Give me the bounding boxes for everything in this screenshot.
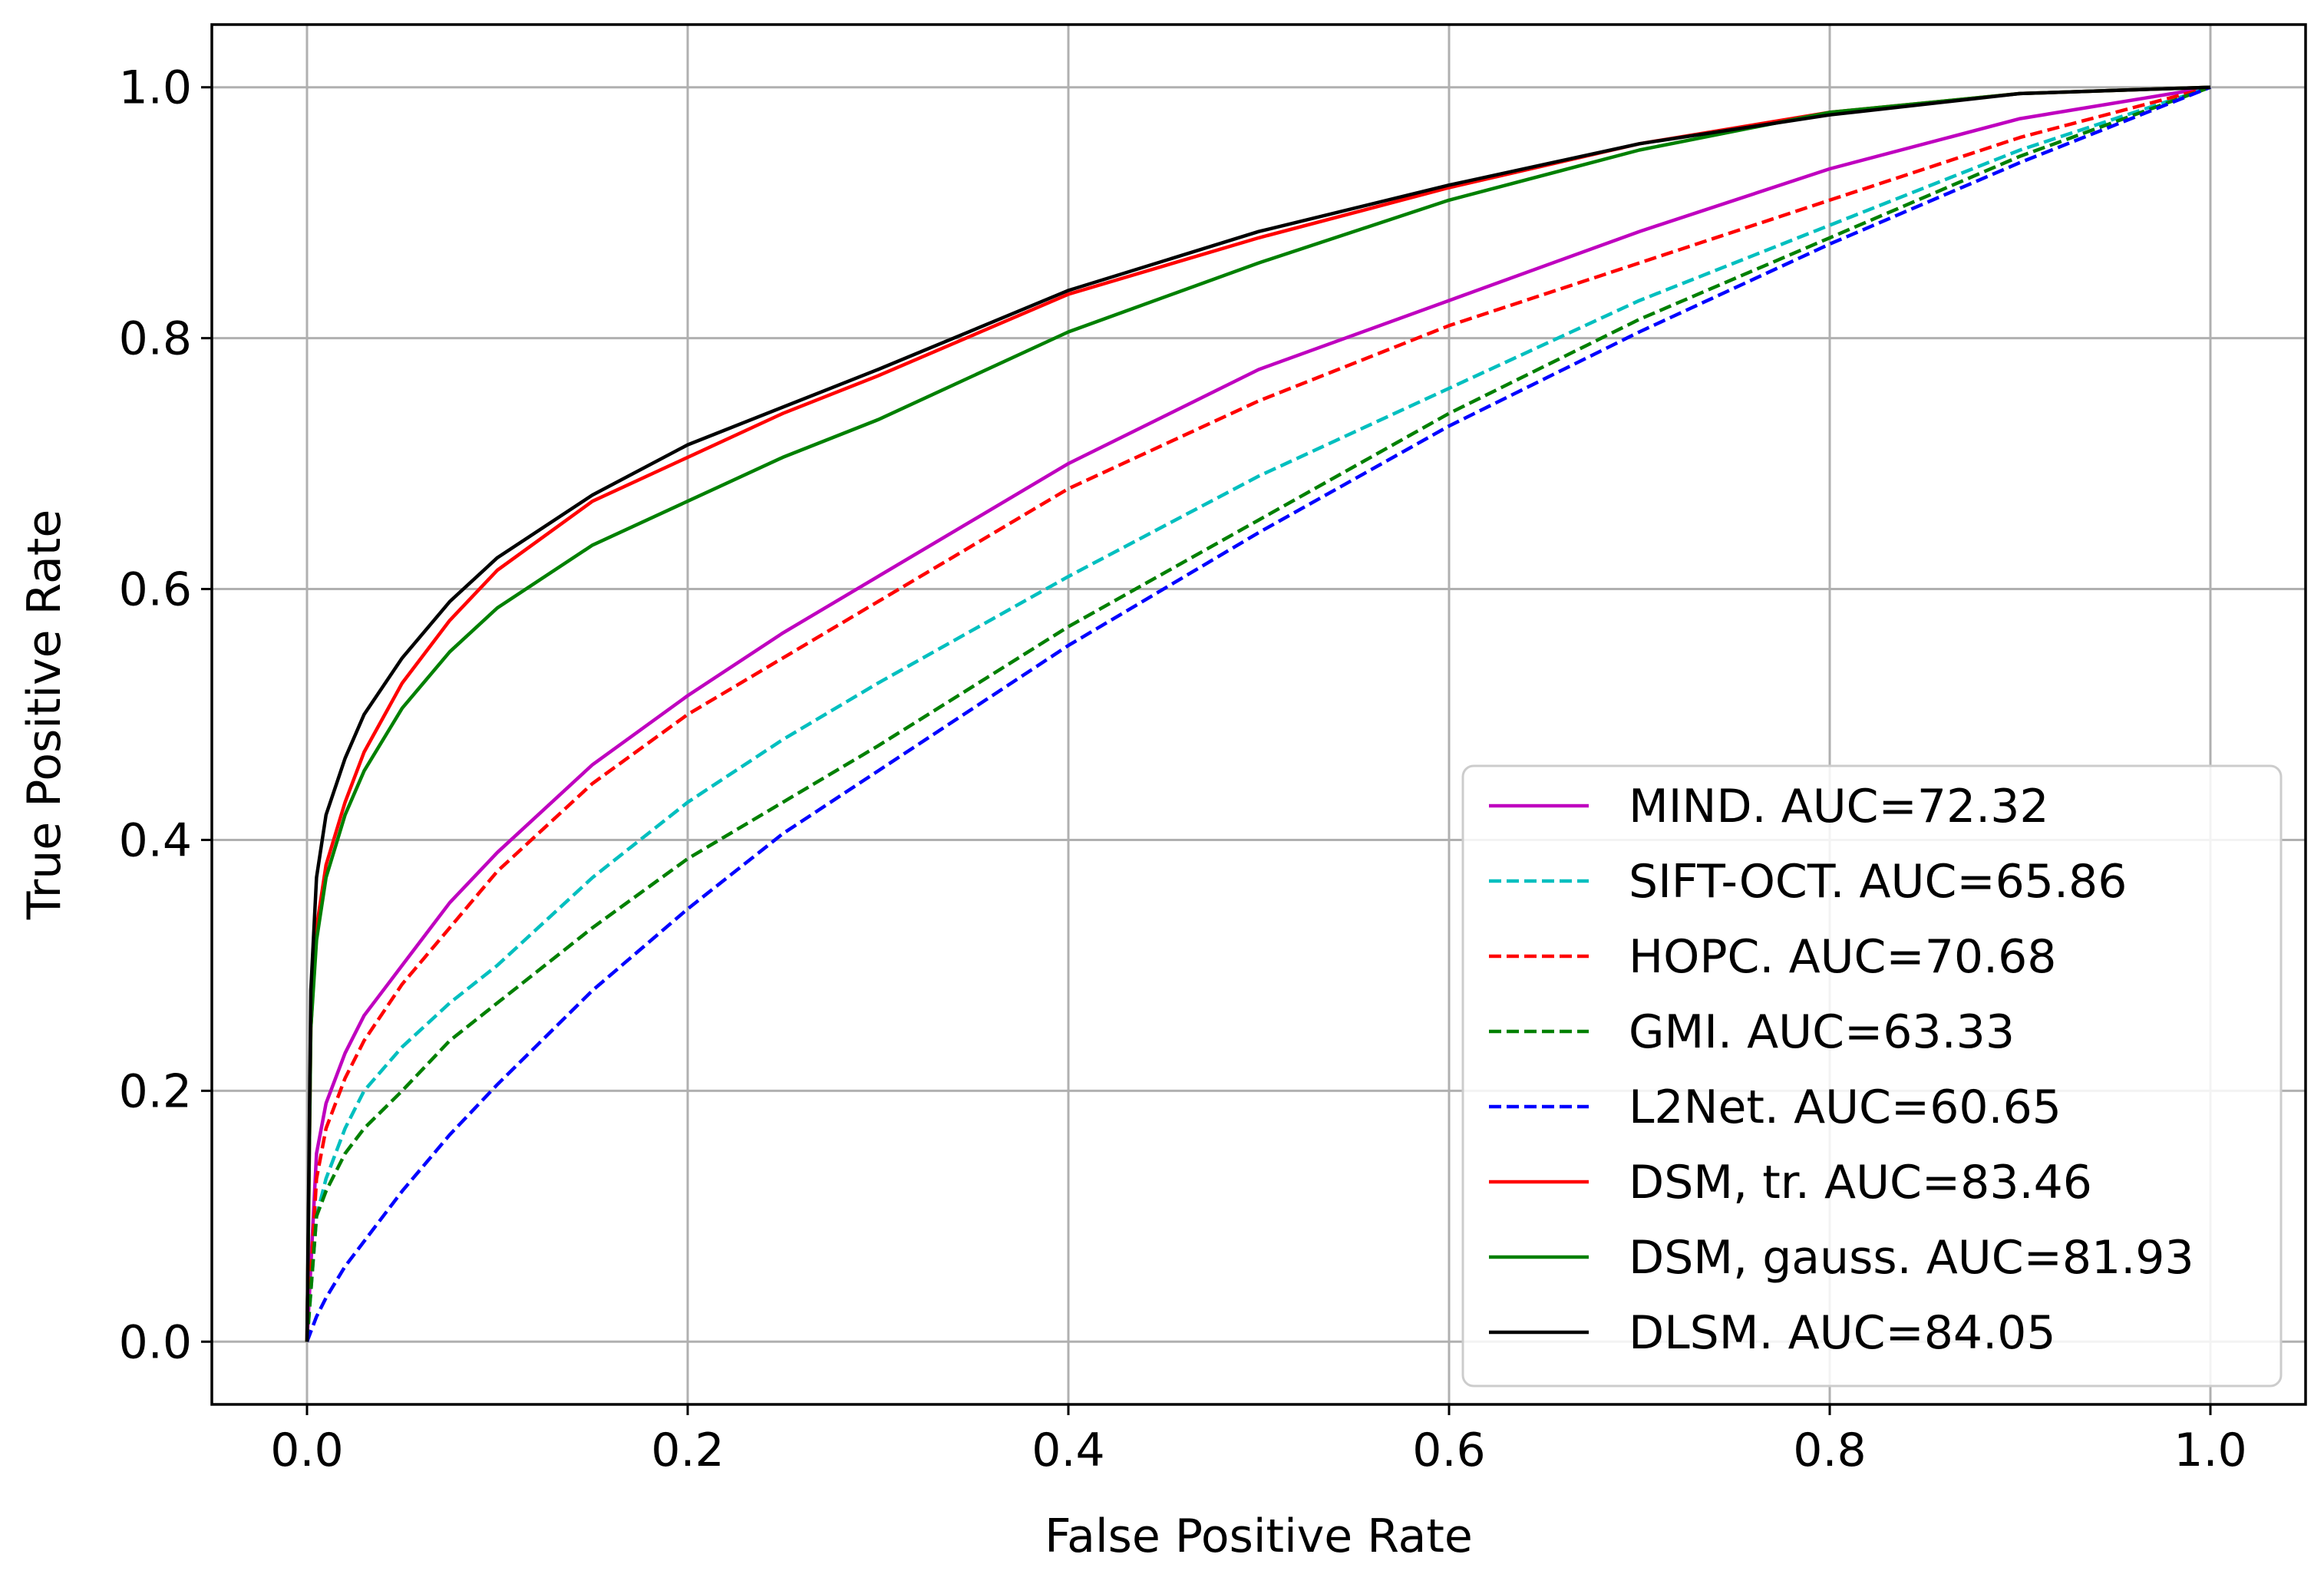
y-tick-label: 0.2 [119,1064,192,1118]
x-tick-label: 0.0 [270,1424,343,1477]
y-tick-label: 0.4 [119,813,192,867]
y-tick-label: 0.8 [119,312,192,366]
series-line-1 [305,85,2211,1342]
y-tick-label: 1.0 [119,61,192,115]
legend-label-8: DLSM. AUC=84.05 [1629,1306,2056,1360]
series-line-4 [305,85,2211,1342]
x-axis-label: False Positive Rate [1045,1510,1473,1563]
x-tick-label: 0.4 [1032,1424,1104,1477]
x-tick-label: 0.8 [1793,1424,1866,1477]
series-lines [305,85,2211,1343]
x-tick-label: 0.2 [651,1424,724,1477]
legend-box [1461,764,2283,1388]
legend-label-3: HOPC. AUC=70.68 [1629,930,2056,984]
legend-label-7: DSM, gauss. AUC=81.93 [1629,1231,2194,1285]
y-tick-label: 0.6 [119,563,192,617]
x-tick-label: 0.6 [1412,1424,1485,1477]
legend-label-1: MIND. AUC=72.32 [1629,780,2049,833]
series-line-7 [305,85,2211,1342]
legend: MIND. AUC=72.32 SIFT-OCT. AUC=65.86 HOPC. … [1461,764,2283,1388]
series-line-3 [305,85,2211,1342]
axis-ticks: 0.0 0.2 0.4 0.6 0.8 1.0 0.0 0.2 0.4 0.6 0.8 1.0 [119,61,2247,1477]
legend-label-5: L2Net. AUC=60.65 [1629,1081,2062,1134]
y-axis-label: True Positive Rate [18,510,71,920]
legend-label-2: SIFT-OCT. AUC=65.86 [1629,855,2127,909]
series-line-5 [305,85,2211,1343]
grid [212,25,2306,1404]
series-line-8 [305,85,2211,1342]
x-tick-label: 1.0 [2174,1424,2246,1477]
legend-label-4: GMI. AUC=63.33 [1629,1005,2015,1059]
legend-label-6: DSM, tr. AUC=83.46 [1629,1156,2092,1209]
y-tick-label: 0.0 [119,1315,192,1369]
plot-frame [210,23,2307,1406]
series-line-2 [305,85,2211,1342]
